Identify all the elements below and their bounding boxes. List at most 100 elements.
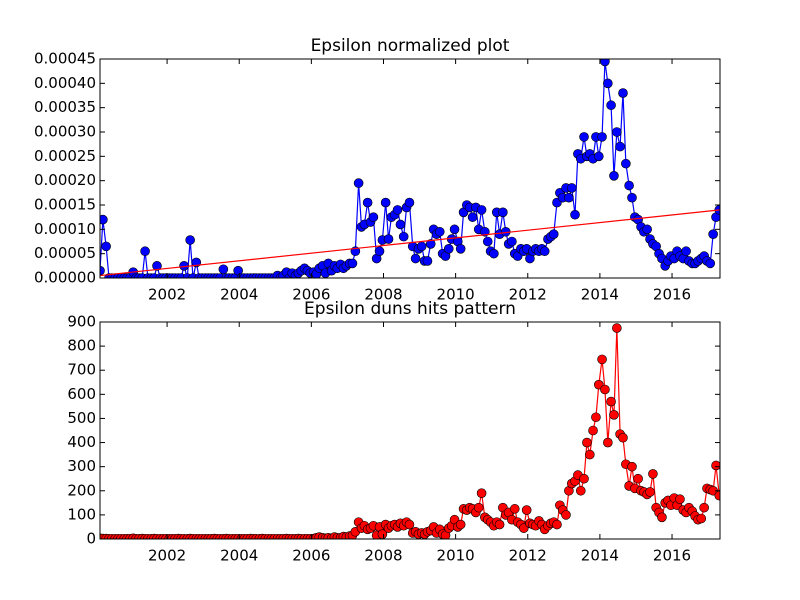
- y-tick-label: 700: [67, 361, 96, 379]
- data-point: [570, 209, 580, 220]
- y-tick-label: 600: [67, 385, 96, 403]
- data-point: [579, 473, 589, 484]
- data-point: [410, 253, 421, 264]
- data-point: [374, 246, 385, 257]
- data-point: [368, 212, 379, 222]
- data-point: [597, 354, 607, 365]
- data-point: [603, 78, 613, 89]
- data-point: [681, 246, 691, 257]
- data-point: [507, 236, 517, 247]
- data-point: [609, 410, 619, 420]
- x-tick-label: 2002: [148, 547, 186, 565]
- data-point: [609, 171, 619, 181]
- x-tick-label: 2004: [220, 547, 258, 565]
- x-tick-label: 2010: [437, 286, 475, 304]
- x-tick-label: 2014: [581, 547, 619, 565]
- x-tick-label: 2014: [581, 286, 619, 304]
- data-point: [594, 151, 604, 162]
- data-point: [100, 214, 108, 225]
- y-tick-label: 0.00025: [34, 147, 96, 165]
- data-point: [494, 519, 505, 530]
- plot-area: [100, 322, 720, 539]
- data-point: [582, 437, 592, 448]
- y-tick-label: 400: [67, 433, 96, 451]
- data-point: [612, 127, 622, 137]
- data-point: [603, 437, 613, 448]
- data-point: [606, 396, 616, 407]
- chart-title: Epsilon duns hits pattern: [304, 299, 516, 319]
- data-point: [101, 241, 111, 252]
- data-point: [699, 502, 709, 513]
- data-point: [509, 504, 520, 514]
- data-point: [615, 141, 625, 152]
- trend-line: [100, 209, 720, 277]
- y-tick-label: 200: [67, 481, 96, 499]
- data-point: [443, 244, 454, 254]
- y-tick-label: 100: [67, 505, 96, 523]
- y-tick-label: 500: [67, 409, 96, 427]
- data-point: [539, 246, 550, 257]
- x-tick-label: 2012: [509, 286, 547, 304]
- data-point: [434, 226, 445, 237]
- data-point: [621, 158, 631, 169]
- y-tick-label: 0: [86, 530, 96, 548]
- data-point: [476, 205, 487, 215]
- axes-frame: [99, 58, 721, 279]
- data-point: [708, 229, 718, 239]
- data-point: [600, 59, 610, 67]
- data-point: [657, 512, 667, 523]
- data-point: [564, 192, 574, 203]
- data-point: [449, 224, 460, 235]
- y-tick-label: 0.00015: [34, 196, 96, 214]
- x-tick-label: 2008: [364, 547, 402, 565]
- data-point: [566, 183, 577, 193]
- x-tick-label: 2010: [437, 547, 475, 565]
- data-point: [392, 205, 403, 215]
- y-tick-label: 0.00010: [34, 220, 96, 238]
- y-tick-label: 0.00020: [34, 171, 96, 189]
- data-point: [642, 224, 652, 235]
- data-point: [489, 248, 499, 259]
- y-tick-label: 900: [67, 313, 96, 331]
- data-point: [498, 207, 508, 218]
- data-point: [422, 256, 433, 266]
- data-point: [579, 132, 589, 142]
- data-point: [711, 460, 720, 471]
- data-point: [185, 235, 195, 245]
- data-point: [633, 473, 643, 484]
- data-point: [455, 519, 466, 530]
- x-tick-label: 2012: [509, 547, 547, 565]
- x-tick-label: 2016: [653, 286, 691, 304]
- x-tick-label: 2008: [364, 286, 402, 304]
- data-point: [588, 425, 598, 436]
- data-point: [362, 197, 373, 208]
- data-point: [404, 197, 415, 208]
- data-point: [696, 513, 707, 524]
- data-point: [705, 258, 716, 269]
- data-point: [383, 234, 394, 244]
- data-point: [395, 219, 406, 230]
- data-point: [597, 132, 607, 142]
- data-point: [606, 100, 616, 111]
- x-tick-label: 2004: [220, 286, 258, 304]
- data-point: [612, 323, 622, 333]
- data-point: [600, 384, 610, 395]
- y-tick-label: 300: [67, 457, 96, 475]
- y-tick-label: 0.00045: [34, 50, 96, 68]
- data-point: [404, 519, 415, 530]
- data-point: [584, 449, 595, 460]
- data-point: [398, 231, 409, 242]
- data-point: [482, 236, 493, 247]
- data-point: [218, 264, 229, 275]
- data-point: [548, 229, 559, 239]
- data-point: [152, 261, 162, 271]
- plot-content: [100, 59, 720, 278]
- data-point: [140, 246, 150, 257]
- chart-title: Epsilon normalized plot: [311, 36, 510, 56]
- y-tick-label: 0.00030: [34, 123, 96, 141]
- axes-frame: [99, 321, 721, 540]
- x-tick-label: 2006: [292, 286, 330, 304]
- data-point: [425, 239, 436, 249]
- data-point: [380, 197, 391, 208]
